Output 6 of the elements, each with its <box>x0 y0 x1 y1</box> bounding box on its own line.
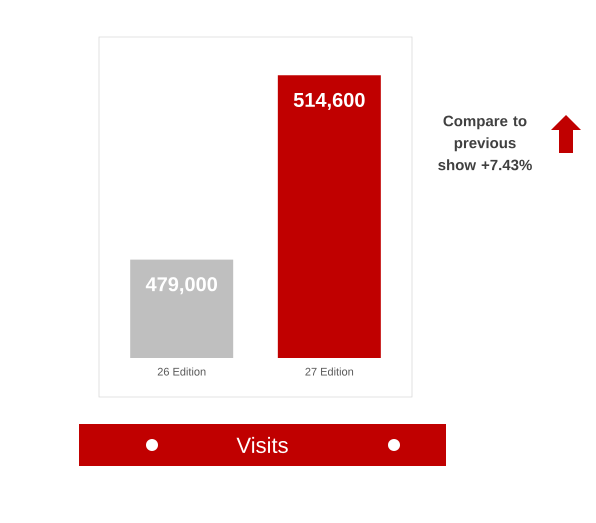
data-label: 514,600 <box>294 92 365 110</box>
x-tick-label: 26 Edition <box>158 368 206 376</box>
text: Visits <box>236 436 288 454</box>
x-tick-label: 27 Edition <box>305 368 354 376</box>
text: Compare to previous show +7.43% <box>438 116 532 170</box>
data-label: 479,000 <box>146 277 217 294</box>
